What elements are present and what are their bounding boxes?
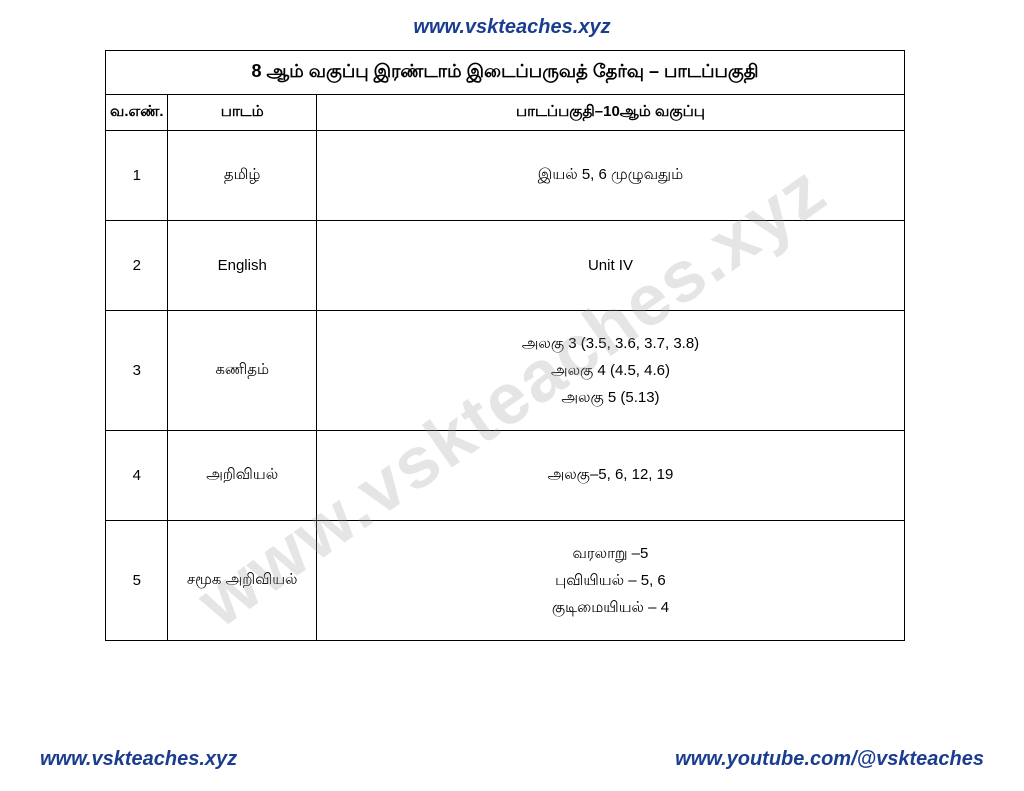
row-subject: சமூக அறிவியல்	[168, 521, 316, 641]
col-header-subject: பாடம்	[168, 95, 316, 131]
row-num: 2	[106, 221, 168, 311]
col-header-num: வ.எண்.	[106, 95, 168, 131]
row-content: Unit IV	[316, 221, 904, 311]
row-content-multi: அலகு 3 (3.5, 3.6, 3.7, 3.8) அலகு 4 (4.5,…	[316, 311, 904, 431]
row-content: அலகு–5, 6, 12, 19	[316, 431, 904, 521]
row-subject: கணிதம்	[168, 311, 316, 431]
table-row: 4 அறிவியல் அலகு–5, 6, 12, 19	[106, 431, 905, 521]
syllabus-table: 8 ஆம் வகுப்பு இரண்டாம் இடைப்பருவத் தேர்வ…	[105, 50, 905, 641]
content-line: அலகு 4 (4.5, 4.6)	[323, 357, 898, 384]
table-row: 5 சமூக அறிவியல் வரலாறு –5 புவியியல் – 5,…	[106, 521, 905, 641]
table-row: 3 கணிதம் அலகு 3 (3.5, 3.6, 3.7, 3.8) அலக…	[106, 311, 905, 431]
row-num: 5	[106, 521, 168, 641]
row-content: இயல் 5, 6 முழுவதும்	[316, 131, 904, 221]
table-header-row: வ.எண். பாடம் பாடப்பகுதி–10ஆம் வகுப்பு	[106, 95, 905, 131]
content-line: குடிமையியல் – 4	[323, 594, 898, 621]
row-subject: English	[168, 221, 316, 311]
table-title-row: 8 ஆம் வகுப்பு இரண்டாம் இடைப்பருவத் தேர்வ…	[106, 51, 905, 95]
row-subject: தமிழ்	[168, 131, 316, 221]
footer-right-link: www.youtube.com/@vskteaches	[675, 748, 984, 771]
row-num: 4	[106, 431, 168, 521]
row-subject: அறிவியல்	[168, 431, 316, 521]
table-title: 8 ஆம் வகுப்பு இரண்டாம் இடைப்பருவத் தேர்வ…	[106, 51, 905, 95]
syllabus-table-container: 8 ஆம் வகுப்பு இரண்டாம் இடைப்பருவத் தேர்வ…	[105, 50, 905, 641]
content-line: அலகு 3 (3.5, 3.6, 3.7, 3.8)	[323, 330, 898, 357]
content-line: புவியியல் – 5, 6	[323, 567, 898, 594]
row-num: 3	[106, 311, 168, 431]
row-content-multi: வரலாறு –5 புவியியல் – 5, 6 குடிமையியல் –…	[316, 521, 904, 641]
col-header-content: பாடப்பகுதி–10ஆம் வகுப்பு	[316, 95, 904, 131]
row-num: 1	[106, 131, 168, 221]
table-row: 1 தமிழ் இயல் 5, 6 முழுவதும்	[106, 131, 905, 221]
content-line: அலகு 5 (5.13)	[323, 384, 898, 411]
footer-left-link: www.vskteaches.xyz	[40, 748, 237, 771]
content-line: வரலாறு –5	[323, 540, 898, 567]
table-row: 2 English Unit IV	[106, 221, 905, 311]
header-link: www.vskteaches.xyz	[413, 16, 610, 39]
